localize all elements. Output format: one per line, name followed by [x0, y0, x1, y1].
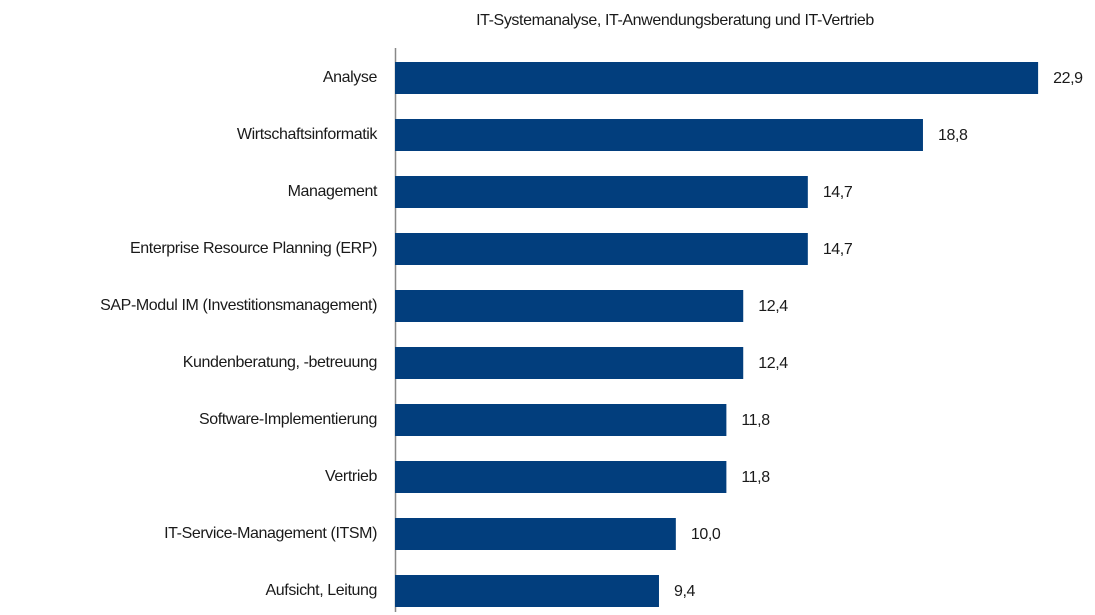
- bar: [395, 404, 727, 436]
- category-label: Vertrieb: [325, 468, 377, 485]
- category-label: SAP-Modul IM (Investitionsmanagement): [100, 297, 377, 314]
- bar: [395, 347, 744, 379]
- category-label: Wirtschaftsinformatik: [237, 126, 378, 143]
- bar: [395, 119, 923, 151]
- value-label: 14,7: [823, 241, 853, 258]
- category-label: Enterprise Resource Planning (ERP): [130, 240, 377, 257]
- category-label: Software-Implementierung: [199, 411, 377, 428]
- value-label: 22,9: [1053, 70, 1083, 87]
- category-label: IT-Service-Management (ITSM): [164, 525, 377, 542]
- value-label: 9,4: [674, 583, 696, 600]
- bar: [395, 461, 727, 493]
- value-label: 10,0: [691, 526, 721, 543]
- category-label: Management: [288, 183, 378, 200]
- value-label: 12,4: [758, 298, 788, 315]
- value-label: 18,8: [938, 127, 968, 144]
- value-label: 11,8: [741, 469, 770, 486]
- chart-title: IT-Systemanalyse, IT-Anwendungsberatung …: [476, 12, 874, 29]
- bar: [395, 176, 808, 208]
- value-label: 14,7: [823, 184, 853, 201]
- category-label: Aufsicht, Leitung: [266, 582, 378, 599]
- bar: [395, 62, 1039, 94]
- value-label: 12,4: [758, 355, 788, 372]
- category-label: Analyse: [323, 69, 378, 86]
- category-label: Kundenberatung, -betreuung: [183, 354, 377, 371]
- bar: [395, 518, 676, 550]
- bar: [395, 575, 659, 607]
- bar: [395, 290, 744, 322]
- value-label: 11,8: [741, 412, 770, 429]
- bar: [395, 233, 808, 265]
